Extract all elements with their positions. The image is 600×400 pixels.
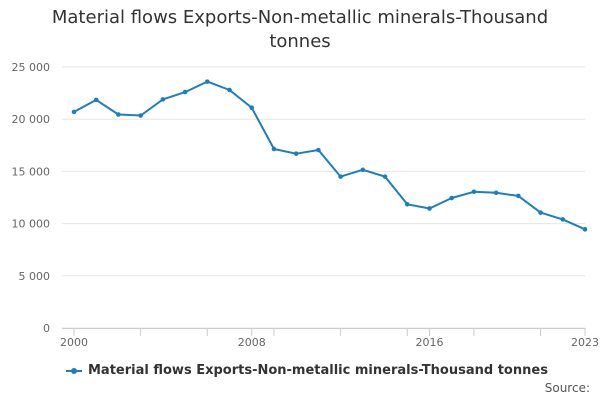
data-point bbox=[382, 174, 388, 179]
x-tick-label: 2008 bbox=[238, 336, 266, 349]
x-tick-label: 2016 bbox=[415, 336, 443, 349]
legend-line-icon bbox=[66, 365, 82, 377]
data-point bbox=[360, 167, 366, 173]
x-tick-label: 2023 bbox=[571, 336, 599, 349]
data-point bbox=[138, 113, 143, 118]
gridlines bbox=[62, 66, 585, 329]
data-point bbox=[582, 227, 588, 232]
data-point bbox=[271, 146, 277, 152]
data-point bbox=[560, 217, 566, 222]
data-point bbox=[293, 151, 299, 156]
x-tick-label: 2000 bbox=[60, 336, 88, 349]
axes: 0 5 000 10 000 15 000 20 000 25 000 2000 2008 20… bbox=[12, 61, 600, 349]
data-point bbox=[449, 195, 454, 201]
data-points bbox=[71, 79, 588, 232]
data-point bbox=[427, 206, 432, 211]
data-point bbox=[316, 147, 321, 153]
data-point bbox=[404, 201, 410, 207]
legend[interactable]: Material flows Exports-Non-metallic mine… bbox=[66, 363, 548, 378]
data-point bbox=[338, 174, 343, 179]
y-tick-label: 0 bbox=[43, 322, 50, 335]
y-tick-label: 15 000 bbox=[12, 165, 51, 178]
chart-title: Material flows Exports-Non-metallic mine… bbox=[51, 7, 549, 52]
data-point bbox=[538, 210, 543, 215]
data-point bbox=[471, 189, 477, 195]
y-tick-label: 20 000 bbox=[12, 113, 51, 126]
series-layer bbox=[73, 80, 586, 231]
data-point bbox=[205, 79, 210, 84]
data-point bbox=[116, 112, 121, 117]
y-tick-label: 10 000 bbox=[12, 218, 51, 231]
data-point bbox=[227, 87, 232, 93]
data-point bbox=[160, 97, 166, 102]
data-point bbox=[516, 193, 521, 199]
data-point bbox=[71, 109, 77, 115]
series-line bbox=[73, 80, 586, 231]
source-link[interactable]: Source: bbox=[544, 381, 590, 395]
y-tick-label: 25 000 bbox=[12, 61, 51, 74]
data-point bbox=[249, 105, 255, 111]
y-tick-label: 5 000 bbox=[19, 270, 51, 283]
data-point bbox=[182, 89, 188, 95]
legend-label: Material flows Exports-Non-metallic mine… bbox=[88, 363, 548, 378]
data-point bbox=[493, 190, 499, 196]
data-point bbox=[93, 97, 99, 103]
